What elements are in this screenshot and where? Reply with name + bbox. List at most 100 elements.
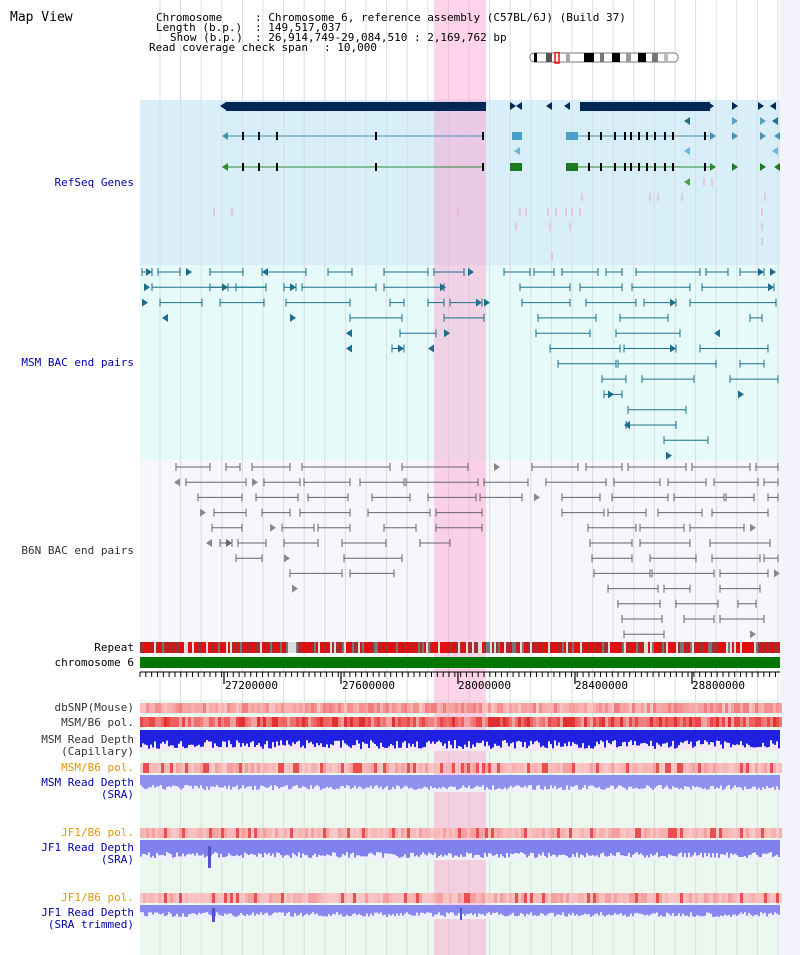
track-label-repeat[interactable]: Repeat [94,641,134,654]
track-label-msm-pol-1[interactable]: MSM/B6 pol. [61,716,134,729]
track-label-refseq[interactable]: RefSeq Genes [54,176,134,189]
msm-capillary-depth [452,730,454,749]
track-label-msm-depth-sra-2[interactable]: (SRA) [100,788,134,801]
msm-pol-2-heat [509,763,512,773]
msm-sra-depth [672,775,674,787]
dbsnp-heat [209,703,212,713]
jf1-sra-depth [266,840,268,855]
track-label-msm-depth-sra-1[interactable]: MSM Read Depth [41,776,134,789]
track-label-dbsnp[interactable]: dbSNP(Mouse) [54,701,134,714]
msm-capillary-depth [382,730,384,747]
jf1-trimmed-depth [506,905,508,917]
msm-pol-heat [779,717,782,727]
msm-sra-depth [676,775,678,788]
repeat-element [262,642,264,653]
dbsnp-heat [701,703,704,713]
jf1-sra-depth [530,840,532,853]
jf1-pol-heat [227,828,230,838]
msm-capillary-depth [680,730,682,743]
msm-pol-heat [506,717,509,727]
repeat-element [696,642,698,653]
msm-sra-depth [340,775,342,787]
highlight-region[interactable] [434,0,486,955]
msm-capillary-depth [396,730,398,742]
jf1-pol-2-heat [632,893,635,903]
track-label-msm-bac[interactable]: MSM BAC end pairs [21,356,134,369]
msm-sra-depth [600,775,602,790]
msm-pol-heat [251,717,254,727]
jf1-trimmed-depth [222,905,224,917]
chromosome-ideogram[interactable] [528,52,683,64]
repeat-element [204,642,206,653]
msm-sra-depth [760,775,762,790]
jf1-pol-heat [149,828,152,838]
dbsnp-heat [497,703,500,713]
jf1-pol-heat [470,828,473,838]
msm-pol-heat [140,717,143,727]
jf1-sra-depth [152,840,154,856]
jf1-pol-heat [455,828,458,838]
repeat-element [568,642,570,653]
msm-pol-heat [434,717,437,727]
jf1-sra-depth [466,840,468,853]
jf1-sra-depth [302,840,304,854]
jf1-pol-2-heat [419,893,422,903]
jf1-sra-depth [430,840,432,854]
msm-pol-heat [764,717,767,727]
msm-pol-heat [230,717,233,727]
repeat-element [188,642,190,653]
jf1-sra-depth [402,840,404,857]
jf1-sra-depth [372,840,374,855]
repeat-element [642,642,644,653]
repeat-element [752,642,754,653]
track-label-jf1-depth-trim-1[interactable]: JF1 Read Depth [41,906,134,919]
msm-pol-heat [728,717,731,727]
jf1-sra-depth [424,840,426,855]
dbsnp-heat [308,703,311,713]
msm-pol-heat [197,717,200,727]
msm-sra-depth [388,775,390,790]
track-label-jf1-depth-sra-2[interactable]: (SRA) [100,853,134,866]
track-label-jf1-depth-sra-1[interactable]: JF1 Read Depth [41,841,134,854]
msm-capillary-depth [362,730,364,742]
jf1-sra-depth [628,840,630,853]
track-label-msm-pol-2[interactable]: MSM/B6 pol. [61,761,134,774]
jf1-sra-depth [188,840,190,854]
jf1-trimmed-depth [198,905,200,913]
jf1-sra-depth [698,840,700,856]
jf1-pol-2-heat [146,893,149,903]
jf1-pol-heat [452,828,455,838]
track-label-msm-depth-cap-2[interactable]: (Capillary) [61,745,134,758]
msm-pol-heat [752,717,755,727]
track-label-jf1-pol-1[interactable]: JF1/B6 pol. [61,826,134,839]
msm-pol-2-heat [260,763,263,773]
repeat-element [622,642,624,653]
dbsnp-heat [299,703,302,713]
repeat-element [256,642,258,653]
msm-pol-heat [293,717,296,727]
jf1-pol-2-heat [593,893,596,903]
msm-sra-depth [192,775,194,789]
jf1-pol-2-heat [140,893,143,903]
track-label-chromosome[interactable]: chromosome 6 [54,656,134,669]
repeat-element [268,642,270,653]
msm-sra-depth [646,775,648,786]
repeat-element [322,642,324,653]
msm-capillary-depth [268,730,270,749]
jf1-trimmed-depth [472,905,474,916]
jf1-pol-heat [584,828,587,838]
dbsnp-heat [680,703,683,713]
track-label-b6n-bac[interactable]: B6N BAC end pairs [21,544,134,557]
jf1-pol-2-heat [383,893,386,903]
track-label-msm-depth-cap-1[interactable]: MSM Read Depth [41,733,134,746]
repeat-element [264,642,266,653]
msm-pol-2-heat [239,763,242,773]
track-label-jf1-depth-trim-2[interactable]: (SRA trimmed) [47,918,134,931]
track-label-jf1-pol-2[interactable]: JF1/B6 pol. [61,891,134,904]
msm-capillary-depth [428,730,430,741]
jf1-pol-2-heat [737,893,740,903]
jf1-trimmed-depth [402,905,404,916]
jf1-pol-heat [416,828,419,838]
msm-capillary-depth [314,730,316,748]
